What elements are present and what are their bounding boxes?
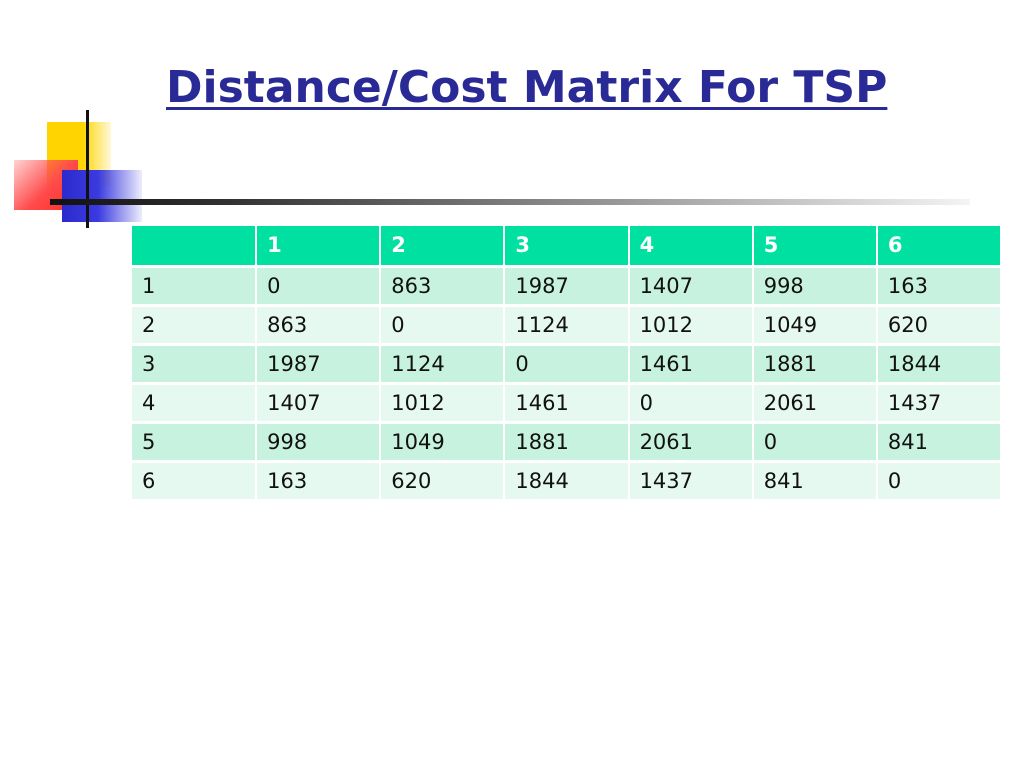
table-cell: 2061	[752, 383, 878, 424]
table-cell: 1124	[380, 344, 506, 385]
table-cell: 1124	[504, 305, 630, 346]
table-cell: 1987	[256, 344, 382, 385]
table-cell: 1407	[628, 266, 754, 307]
distance-matrix-table: 1 2 3 4 5 6 1 0 863 1987 1407 998 163 2 …	[132, 226, 1003, 502]
decor-vertical-line	[86, 110, 89, 228]
row-label-cell: 1	[132, 266, 258, 307]
table-cell: 620	[380, 461, 506, 502]
decor-horizontal-rule	[50, 199, 970, 205]
row-label-cell: 2	[132, 305, 258, 346]
table-cell: 1437	[876, 383, 1003, 424]
table-cell: 1987	[504, 266, 630, 307]
table-cell: 1461	[504, 383, 630, 424]
table-row: 1 0 863 1987 1407 998 163	[132, 266, 1003, 307]
row-label-cell: 4	[132, 383, 258, 424]
header-cell: 1	[256, 226, 382, 268]
table-cell: 841	[876, 422, 1003, 463]
table-cell: 163	[256, 461, 382, 502]
table-cell: 2061	[628, 422, 754, 463]
table-cell: 0	[628, 383, 754, 424]
header-cell: 3	[504, 226, 630, 268]
row-label-cell: 5	[132, 422, 258, 463]
slide-title: Distance/Cost Matrix For TSP	[166, 62, 888, 113]
table-cell: 1437	[628, 461, 754, 502]
header-cell-corner	[132, 226, 258, 268]
table-cell: 1881	[504, 422, 630, 463]
table-row: 2 863 0 1124 1012 1049 620	[132, 305, 1003, 346]
table-cell: 0	[752, 422, 878, 463]
table-cell: 1049	[380, 422, 506, 463]
row-label-cell: 6	[132, 461, 258, 502]
header-cell: 6	[876, 226, 1003, 268]
table-row: 4 1407 1012 1461 0 2061 1437	[132, 383, 1003, 424]
table-row: 5 998 1049 1881 2061 0 841	[132, 422, 1003, 463]
table-cell: 0	[876, 461, 1003, 502]
table-cell: 620	[876, 305, 1003, 346]
table-cell: 863	[380, 266, 506, 307]
header-cell: 5	[752, 226, 878, 268]
table-cell: 1012	[380, 383, 506, 424]
header-cell: 4	[628, 226, 754, 268]
table-cell: 0	[380, 305, 506, 346]
table-header-row: 1 2 3 4 5 6	[132, 226, 1003, 268]
table-cell: 863	[256, 305, 382, 346]
table-cell: 998	[752, 266, 878, 307]
table-row: 3 1987 1124 0 1461 1881 1844	[132, 344, 1003, 385]
table-cell: 0	[256, 266, 382, 307]
table-cell: 1012	[628, 305, 754, 346]
table-row: 6 163 620 1844 1437 841 0	[132, 461, 1003, 502]
header-cell: 2	[380, 226, 506, 268]
row-label-cell: 3	[132, 344, 258, 385]
table-cell: 0	[504, 344, 630, 385]
table-cell: 1049	[752, 305, 878, 346]
table-cell: 163	[876, 266, 1003, 307]
table-cell: 998	[256, 422, 382, 463]
table-cell: 1407	[256, 383, 382, 424]
decor-blue-square	[62, 170, 142, 222]
table-cell: 1844	[504, 461, 630, 502]
table-cell: 841	[752, 461, 878, 502]
table-cell: 1881	[752, 344, 878, 385]
table-cell: 1461	[628, 344, 754, 385]
table-cell: 1844	[876, 344, 1003, 385]
